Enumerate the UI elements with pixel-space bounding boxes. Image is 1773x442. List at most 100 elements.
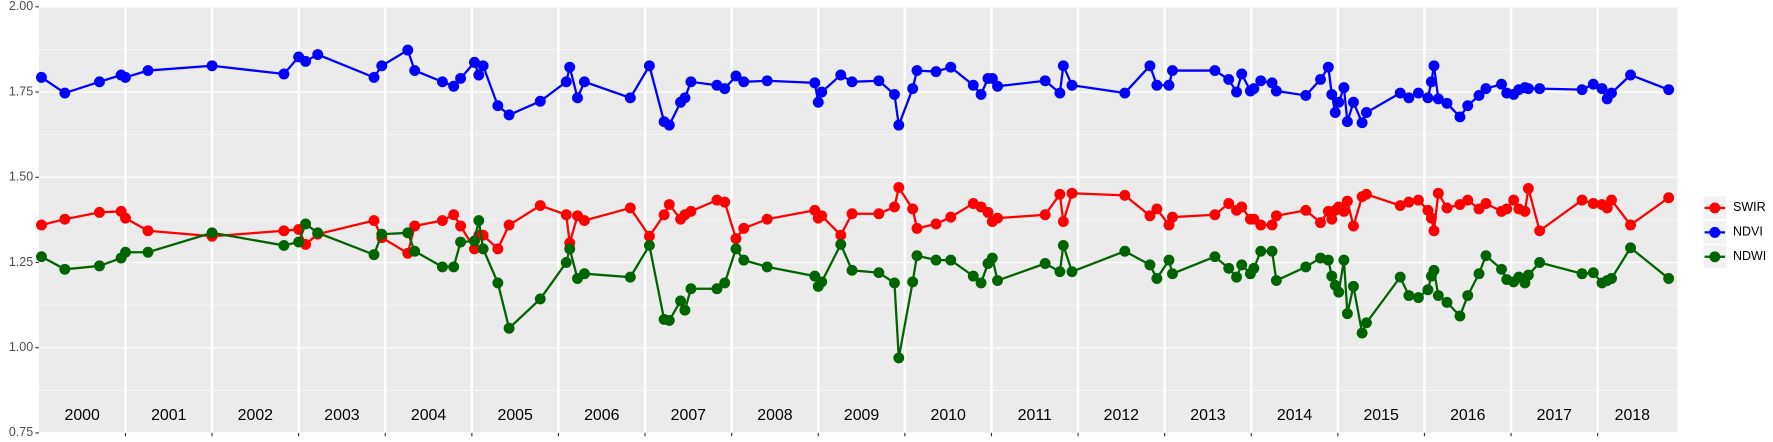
point	[142, 65, 154, 77]
point	[1326, 88, 1338, 100]
point	[1473, 89, 1485, 101]
year-label: 2015	[1363, 407, 1399, 424]
point	[1454, 310, 1466, 322]
point	[873, 267, 885, 279]
point	[1057, 216, 1069, 228]
point	[893, 352, 905, 364]
point	[1315, 73, 1326, 85]
point	[719, 277, 731, 289]
point	[36, 219, 47, 231]
point	[1166, 268, 1178, 280]
point	[455, 72, 467, 84]
point	[1329, 107, 1341, 118]
point	[300, 55, 312, 67]
point	[1266, 219, 1278, 231]
y-tick-label: 1.50	[9, 170, 33, 184]
point	[738, 76, 750, 88]
point	[1270, 210, 1282, 222]
point	[436, 76, 448, 88]
point	[1596, 83, 1608, 95]
point	[1338, 82, 1350, 94]
point	[738, 254, 750, 266]
point	[300, 218, 312, 230]
point	[1422, 284, 1434, 296]
point	[835, 69, 847, 81]
point	[436, 261, 448, 273]
point	[534, 200, 546, 212]
point	[992, 80, 1003, 92]
point	[1412, 87, 1424, 99]
point	[761, 261, 773, 273]
point	[94, 206, 105, 218]
point	[816, 276, 828, 288]
year-label: 2007	[671, 407, 707, 424]
point	[907, 203, 919, 215]
point	[986, 72, 998, 84]
point	[1432, 93, 1444, 105]
point	[1270, 275, 1282, 286]
point	[278, 239, 290, 251]
point	[1300, 204, 1312, 216]
point	[1606, 273, 1617, 284]
point	[1057, 239, 1069, 251]
y-tick-label: 0.75	[9, 425, 33, 439]
point	[1496, 263, 1507, 275]
point	[1151, 273, 1163, 284]
point	[1441, 202, 1453, 214]
point	[1039, 75, 1051, 87]
legend-label: NDWI	[1733, 249, 1766, 263]
point	[1428, 225, 1440, 237]
point	[368, 71, 380, 83]
y-tick-label: 1.00	[9, 340, 33, 354]
point	[1054, 87, 1066, 99]
y-tick-label: 1.25	[9, 255, 33, 269]
point	[1166, 211, 1178, 223]
year-label: 2008	[757, 407, 793, 424]
point	[1403, 196, 1415, 208]
point	[206, 227, 218, 239]
point	[572, 92, 583, 104]
point	[1057, 60, 1069, 72]
point	[1209, 65, 1221, 77]
point	[835, 238, 847, 250]
point	[1039, 258, 1051, 269]
point	[711, 283, 723, 295]
point	[1403, 290, 1415, 301]
point	[1425, 212, 1437, 224]
point	[685, 76, 697, 88]
point	[455, 220, 467, 232]
point	[436, 215, 448, 226]
point	[846, 264, 858, 276]
point	[1606, 87, 1617, 99]
point	[1315, 217, 1326, 229]
point	[975, 88, 987, 100]
point	[368, 249, 380, 261]
point	[1625, 69, 1637, 81]
point	[1248, 262, 1260, 274]
year-label: 2012	[1104, 407, 1140, 424]
year-label: 2009	[844, 407, 880, 424]
point	[1394, 200, 1406, 212]
point	[992, 212, 1003, 224]
point	[907, 276, 919, 288]
point	[368, 215, 380, 226]
point	[1428, 60, 1440, 72]
point	[1356, 117, 1368, 129]
point	[477, 243, 489, 255]
point	[1462, 100, 1474, 112]
point	[809, 77, 821, 89]
point	[1347, 96, 1359, 108]
point	[1587, 267, 1599, 279]
point	[1428, 264, 1440, 276]
point	[685, 205, 697, 217]
point	[1223, 73, 1235, 85]
point	[1496, 78, 1507, 90]
point	[1209, 209, 1221, 221]
point	[1522, 83, 1534, 95]
point	[455, 236, 467, 248]
point	[120, 71, 131, 83]
point	[1054, 188, 1066, 200]
point	[643, 60, 655, 72]
point	[206, 60, 218, 72]
